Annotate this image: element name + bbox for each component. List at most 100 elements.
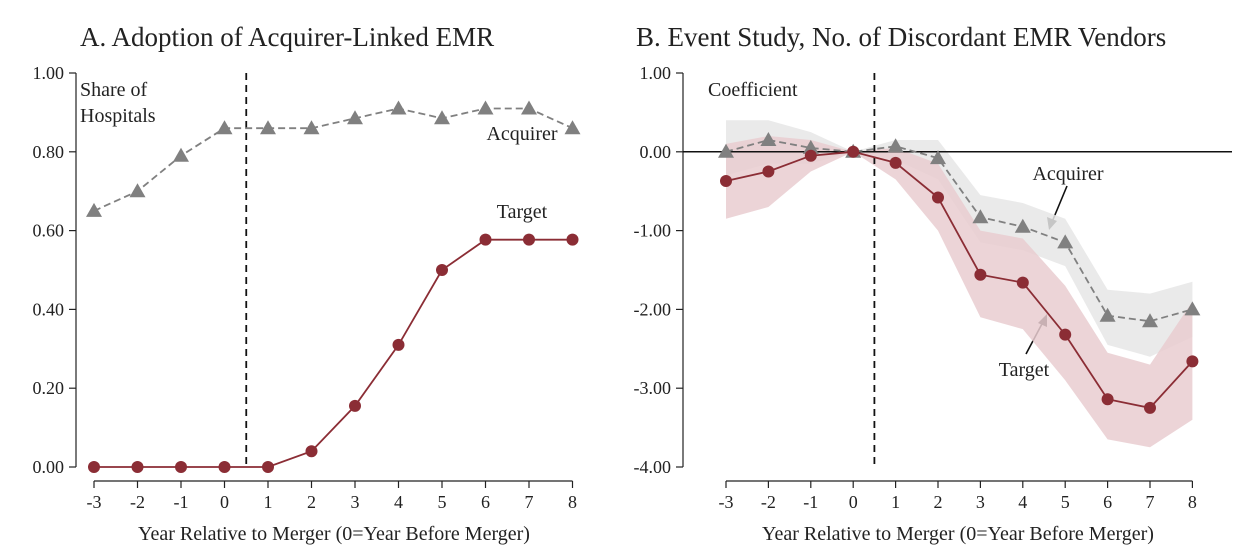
- panel-b-acquirer-point: [972, 209, 989, 224]
- panel-b-target-point: [1186, 355, 1199, 368]
- panel-b-target-point: [932, 191, 944, 204]
- panel-b-acquirer-label: Acquirer: [1032, 163, 1103, 185]
- panel-b-target-point: [889, 156, 902, 169]
- panel-b-y-tick-label: -4.00: [634, 457, 672, 477]
- panel-a-y-tick-label: 0.60: [33, 221, 65, 241]
- panel-b-target-point: [804, 149, 817, 162]
- panel-b-target-point: [1016, 276, 1029, 289]
- panel-b-acquirer-line: [725, 139, 1193, 323]
- panel-a-target-point: [218, 461, 231, 473]
- panel-b-target-label: Target: [999, 359, 1050, 381]
- panel-a-acquirer-point: [216, 120, 233, 135]
- panel-a-x-tick-label: 8: [568, 492, 577, 512]
- panel-a-xlabel: Year Relative to Merger (0=Year Before M…: [138, 523, 530, 545]
- panel-a-acquirer-point: [521, 100, 537, 115]
- panel-b-y-tick-label: 1.00: [640, 63, 672, 83]
- panel-a-title: A. Adoption of Acquirer-Linked EMR: [80, 22, 494, 52]
- panel-a-acquirer-point: [173, 147, 189, 162]
- panel-b-x-tick-label: 3: [976, 492, 985, 512]
- panel-a-x-tick-label: 4: [394, 492, 403, 512]
- panel-a: A. Adoption of Acquirer-Linked EMR Share…: [33, 22, 581, 545]
- panel-a-x-tick-label: 6: [481, 492, 490, 512]
- panel-a-x-tick-label: 0: [220, 492, 229, 512]
- panel-a-acquirer-point: [347, 110, 363, 125]
- panel-b-x-tick-label: 2: [934, 492, 943, 512]
- panel-b-y-tick-label: -1.00: [634, 221, 672, 241]
- panel-a-y-tick-label: 0.00: [33, 457, 65, 477]
- panel-b-y-tick-label: -3.00: [634, 378, 672, 398]
- panel-a-x-tick-label: -1: [174, 492, 189, 512]
- panel-b-y-tick-label: 0.00: [640, 142, 672, 162]
- panel-a-ylabel-line1: Share of: [80, 79, 148, 101]
- panel-a-target-line: [94, 238, 573, 468]
- panel-a-target-point: [175, 461, 187, 473]
- panel-b-title: B. Event Study, No. of Discordant EMR Ve…: [636, 22, 1166, 52]
- panel-b-x-tick-label: 0: [849, 492, 858, 512]
- panel-a-target-point: [566, 233, 579, 246]
- panel-b-x-tick-label: -2: [761, 492, 776, 512]
- panel-b-x-tick-label: 8: [1188, 492, 1197, 512]
- panel-b-target-point: [1059, 328, 1072, 341]
- panel-a-ylabel-line2: Hospitals: [80, 105, 156, 127]
- panel-b-x-tick-label: 4: [1018, 492, 1027, 512]
- panel-b-acquirer-point: [1142, 313, 1158, 328]
- panel-a-acquirer-point: [477, 100, 494, 115]
- panel-b-acquirer-point: [1099, 307, 1116, 322]
- panel-b-y-tick-label: -2.00: [634, 299, 672, 319]
- panel-a-target-point: [262, 461, 274, 473]
- panel-a-x-tick-label: 3: [351, 492, 360, 512]
- panel-a-acquirer-point: [260, 120, 276, 135]
- panel-a-target-point: [305, 445, 318, 458]
- panel-a-target-point: [349, 399, 361, 412]
- panel-b-acquirer-point: [802, 139, 819, 154]
- panel-a-target-point: [392, 338, 405, 351]
- panel-b-target-point: [1144, 401, 1156, 414]
- panel-a-acquirer-label: Acquirer: [486, 123, 557, 145]
- panel-b-acquirer-point: [930, 150, 946, 165]
- panel-b-ylabel: Coefficient: [708, 79, 798, 101]
- panel-b-x-tick-label: 5: [1061, 492, 1070, 512]
- panel-b-target-ci-band: [726, 136, 1193, 448]
- panel-a-x-tick-label: 7: [525, 492, 534, 512]
- panel-a-target-point: [436, 264, 448, 276]
- panel-b-xlabel: Year Relative to Merger (0=Year Before M…: [762, 523, 1154, 545]
- panel-a-y-tick-label: 0.80: [33, 142, 65, 162]
- panel-b-x-tick-label: 6: [1103, 492, 1112, 512]
- panel-a-acquirer-point: [129, 183, 146, 198]
- panel-a-y-tick-label: 1.00: [33, 63, 65, 83]
- panel-a-x-tick-label: 2: [307, 492, 316, 512]
- panel-b-target-point: [1101, 393, 1114, 406]
- panel-a-acquirer-point: [434, 110, 450, 125]
- panel-b-x-tick-label: 1: [891, 492, 900, 512]
- panel-b-target-point: [762, 165, 775, 178]
- panel-b-acquirer-point: [1057, 234, 1074, 249]
- panel-b-x-tick-label: 7: [1146, 492, 1155, 512]
- panel-b-acquirer-point: [887, 138, 904, 153]
- panel-a-x-tick-label: -2: [130, 492, 145, 512]
- panel-b-acquirer-point: [1184, 301, 1201, 316]
- panel-a-x-tick-label: -3: [87, 492, 102, 512]
- panel-a-target-point: [131, 461, 144, 473]
- panel-b-acquirer-point: [760, 132, 777, 146]
- panel-b-x-tick-label: -1: [803, 492, 818, 512]
- panel-a-acquirer-point: [564, 120, 581, 135]
- panel-a-y-tick-label: 0.20: [33, 378, 65, 398]
- panel-b-acquirer-point: [1014, 218, 1031, 233]
- panel-a-acquirer-point: [303, 120, 320, 135]
- panel-a-target-label: Target: [497, 201, 548, 223]
- panel-a-acquirer-point: [86, 202, 102, 217]
- panel-b-target-point: [974, 268, 987, 281]
- panel-b-target-point: [847, 145, 860, 158]
- panel-a-target-point: [523, 233, 535, 246]
- panel-b-x-tick-label: -3: [719, 492, 734, 512]
- panel-a-target-point: [479, 233, 492, 246]
- panel-b-target-point: [720, 174, 732, 187]
- panel-b-acquirer-point: [718, 143, 734, 158]
- panel-b-target-line: [725, 150, 1194, 409]
- panel-b: B. Event Study, No. of Discordant EMR Ve…: [634, 22, 1232, 545]
- panel-a-target-point: [88, 461, 100, 473]
- panel-a-x-tick-label: 1: [264, 492, 273, 512]
- panel-a-acquirer-point: [390, 100, 407, 115]
- panel-a-y-tick-label: 0.40: [33, 299, 65, 319]
